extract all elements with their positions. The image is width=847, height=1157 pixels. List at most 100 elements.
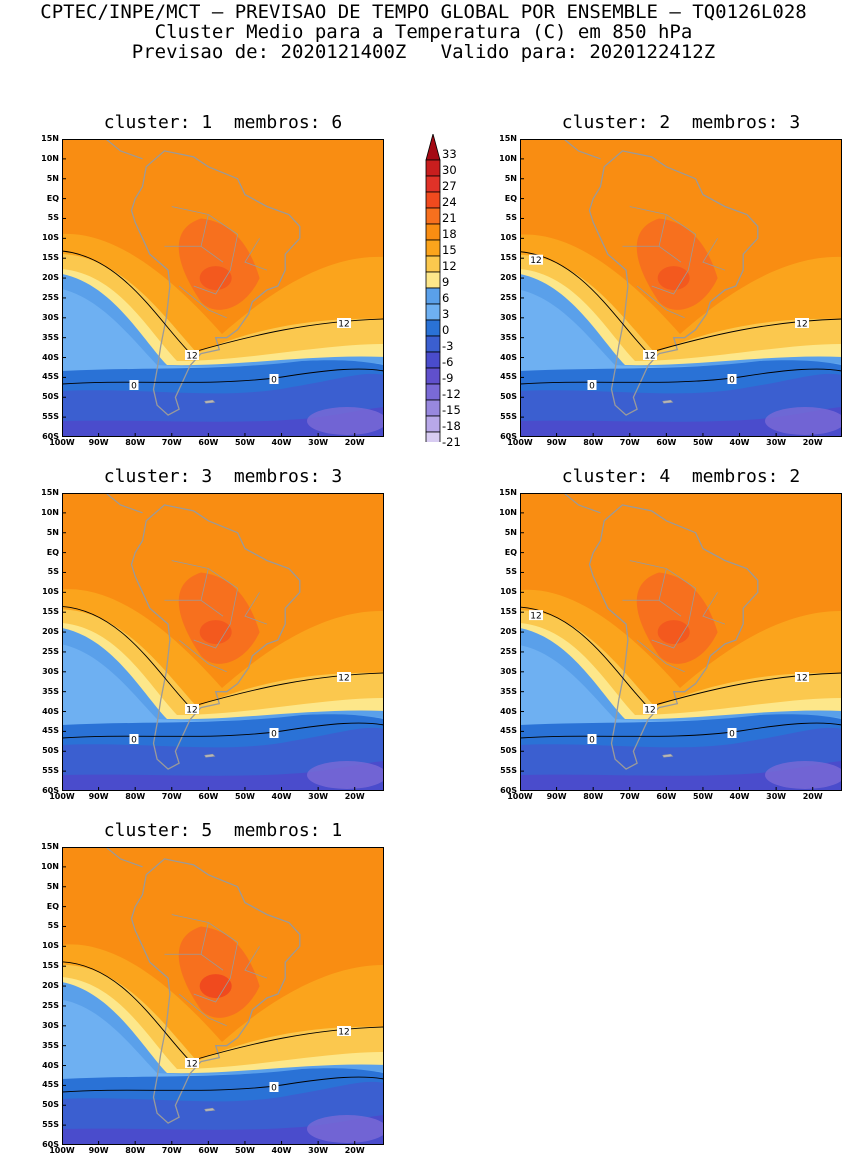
lon-label: 50W xyxy=(234,792,255,801)
lat-label: 60S xyxy=(500,432,517,441)
lat-label: 45S xyxy=(500,726,517,736)
colorbar-label: 33 xyxy=(442,147,457,161)
lon-label: 90W xyxy=(88,438,109,447)
lon-label: 50W xyxy=(234,1146,255,1155)
panel-title: cluster: 5 membros: 1 xyxy=(103,820,343,841)
lat-label: 55S xyxy=(500,412,517,422)
colorbar-label: 12 xyxy=(442,259,457,273)
lat-label: 60S xyxy=(42,1140,59,1149)
svg-text:12: 12 xyxy=(530,612,541,622)
svg-text:0: 0 xyxy=(729,376,735,386)
lon-label: 80W xyxy=(125,438,146,447)
lon-label: 40W xyxy=(729,792,750,801)
lat-label: 35S xyxy=(42,686,59,696)
svg-text:0: 0 xyxy=(589,736,595,746)
lon-label: 40W xyxy=(271,792,292,801)
lon-label: 70W xyxy=(161,438,182,447)
lat-label: 5S xyxy=(505,213,517,223)
lon-label: 30W xyxy=(308,438,329,447)
lat-label: 10S xyxy=(42,941,59,951)
temperature-map-2: 12 12 12 0 0 xyxy=(520,139,842,437)
lat-label: 55S xyxy=(42,412,59,422)
lon-label: 30W xyxy=(766,792,787,801)
lat-label: 60S xyxy=(42,786,59,795)
lat-label: 15N xyxy=(41,488,59,497)
lat-label: 5N xyxy=(504,527,517,537)
lon-label: 70W xyxy=(161,1146,182,1155)
lon-label: 70W xyxy=(619,792,640,801)
lat-label: 35S xyxy=(500,686,517,696)
lat-label: 50S xyxy=(42,746,59,756)
lat-label: 50S xyxy=(500,746,517,756)
lat-label: 25S xyxy=(42,1000,59,1010)
lat-label: 5N xyxy=(46,173,59,183)
lat-label: 45S xyxy=(42,372,59,382)
svg-text:12: 12 xyxy=(796,674,807,684)
lon-label: 20W xyxy=(344,1146,365,1155)
svg-text:12: 12 xyxy=(530,256,541,266)
lon-label: 20W xyxy=(802,438,823,447)
lat-label: 55S xyxy=(42,1120,59,1130)
lat-label: 30S xyxy=(500,312,517,322)
panel-title: cluster: 3 membros: 3 xyxy=(103,466,343,487)
colorbar-label: -15 xyxy=(442,403,461,417)
lat-label: 10S xyxy=(42,587,59,597)
lat-label: 25S xyxy=(42,292,59,302)
temperature-map-4: 12 12 12 0 0 xyxy=(520,493,842,791)
lat-label: 45S xyxy=(42,726,59,736)
lon-label: 50W xyxy=(234,438,255,447)
svg-text:12: 12 xyxy=(644,352,655,362)
colorbar-label: 3 xyxy=(442,307,450,321)
lat-label: 30S xyxy=(42,1020,59,1030)
lat-label: 50S xyxy=(42,1100,59,1110)
lat-label: 10N xyxy=(499,507,517,517)
lat-label: 15S xyxy=(42,961,59,971)
lon-label: 90W xyxy=(88,792,109,801)
lat-label: 25S xyxy=(42,646,59,656)
svg-text:12: 12 xyxy=(796,320,807,330)
header-line-2: Cluster Medio para a Temperatura (C) em … xyxy=(154,21,693,43)
lat-label: 50S xyxy=(500,392,517,402)
svg-text:12: 12 xyxy=(186,1060,197,1070)
colorbar-label: -9 xyxy=(442,371,454,385)
lat-label: 45S xyxy=(500,372,517,382)
lon-label: 60W xyxy=(198,1146,219,1155)
lon-label: 100W xyxy=(49,438,75,447)
lat-label: EQ xyxy=(46,193,59,203)
lat-label: 15N xyxy=(499,488,517,497)
svg-text:12: 12 xyxy=(338,1028,349,1038)
svg-text:0: 0 xyxy=(131,736,137,746)
colorbar-label: 9 xyxy=(442,275,450,289)
svg-text:12: 12 xyxy=(186,352,197,362)
colorbar-label: -12 xyxy=(442,387,461,401)
colorbar-label: -18 xyxy=(442,419,461,433)
panel-title: cluster: 1 membros: 6 xyxy=(103,112,343,133)
lat-label: 5N xyxy=(46,881,59,891)
lat-label: 30S xyxy=(42,312,59,322)
lon-label: 100W xyxy=(49,792,75,801)
colorbar-label: 30 xyxy=(442,163,457,177)
lon-label: 80W xyxy=(125,1146,146,1155)
lon-label: 90W xyxy=(546,792,567,801)
lon-label: 20W xyxy=(344,438,365,447)
lon-label: 70W xyxy=(161,792,182,801)
lat-label: 5S xyxy=(47,213,59,223)
lon-label: 90W xyxy=(546,438,567,447)
lon-label: 40W xyxy=(271,438,292,447)
lon-label: 20W xyxy=(802,792,823,801)
lat-label: 20S xyxy=(42,273,59,283)
lat-label: EQ xyxy=(46,547,59,557)
lat-label: 10S xyxy=(500,587,517,597)
svg-text:0: 0 xyxy=(271,376,277,386)
lon-label: 100W xyxy=(507,792,533,801)
lon-label: 40W xyxy=(271,1146,292,1155)
lon-label: 100W xyxy=(49,1146,75,1155)
lat-label: 5S xyxy=(47,921,59,931)
colorbar-label: -6 xyxy=(442,355,454,369)
lat-label: 15S xyxy=(42,607,59,617)
lon-label: 30W xyxy=(766,438,787,447)
lon-label: 80W xyxy=(583,438,604,447)
lon-label: 60W xyxy=(198,792,219,801)
lat-label: 50S xyxy=(42,392,59,402)
lon-label: 50W xyxy=(692,438,713,447)
